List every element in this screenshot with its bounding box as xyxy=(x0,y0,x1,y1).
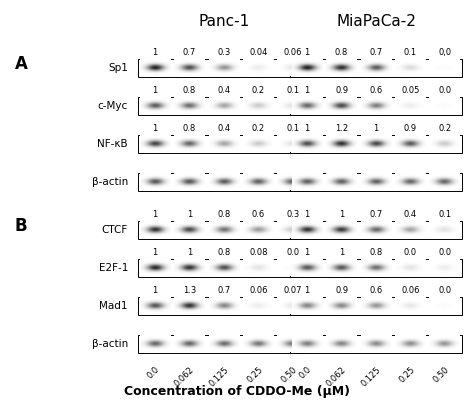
Text: 0.2: 0.2 xyxy=(252,124,265,133)
Text: 0.1: 0.1 xyxy=(286,124,300,133)
Text: 1: 1 xyxy=(153,86,158,95)
Text: 1: 1 xyxy=(153,210,158,219)
Text: 1: 1 xyxy=(187,210,192,219)
Text: 0.25: 0.25 xyxy=(246,365,265,384)
Text: 0.7: 0.7 xyxy=(369,210,383,219)
Text: 0.8: 0.8 xyxy=(369,248,383,257)
Text: 1: 1 xyxy=(305,248,310,257)
Text: 0.6: 0.6 xyxy=(252,210,265,219)
Text: 0.1: 0.1 xyxy=(404,48,417,57)
Text: 1: 1 xyxy=(339,210,344,219)
Text: β-actin: β-actin xyxy=(92,177,128,187)
Text: Sp1: Sp1 xyxy=(108,63,128,73)
Text: 0.7: 0.7 xyxy=(369,48,383,57)
Text: 0.7: 0.7 xyxy=(183,48,196,57)
Text: 0.25: 0.25 xyxy=(397,365,417,384)
Text: 1: 1 xyxy=(305,86,310,95)
Text: 0.9: 0.9 xyxy=(404,124,417,133)
Text: 1: 1 xyxy=(305,48,310,57)
Text: 0.125: 0.125 xyxy=(207,365,230,388)
Text: 0.0: 0.0 xyxy=(286,248,300,257)
Text: 0.8: 0.8 xyxy=(183,86,196,95)
Text: E2F-1: E2F-1 xyxy=(99,263,128,273)
Text: 1: 1 xyxy=(305,124,310,133)
Text: B: B xyxy=(15,217,27,235)
Text: c-Myc: c-Myc xyxy=(98,101,128,111)
Bar xyxy=(138,173,310,191)
Text: 1: 1 xyxy=(153,48,158,57)
Text: 0.1: 0.1 xyxy=(438,210,451,219)
Bar xyxy=(138,59,310,77)
Text: 0.0: 0.0 xyxy=(438,86,451,95)
Text: Mad1: Mad1 xyxy=(100,301,128,311)
Bar xyxy=(138,335,310,353)
Text: 0.2: 0.2 xyxy=(438,124,451,133)
Text: 0.06: 0.06 xyxy=(249,286,268,295)
Text: 0.6: 0.6 xyxy=(369,286,383,295)
Text: 0.125: 0.125 xyxy=(359,365,383,388)
Bar xyxy=(290,135,462,153)
Text: 0.0: 0.0 xyxy=(438,248,451,257)
Text: 0.4: 0.4 xyxy=(218,124,230,133)
Text: 1: 1 xyxy=(374,124,379,133)
Text: 0.06: 0.06 xyxy=(283,48,302,57)
Text: 1: 1 xyxy=(305,286,310,295)
Text: 0.05: 0.05 xyxy=(401,86,419,95)
Text: 0.1: 0.1 xyxy=(286,86,300,95)
Text: 0.8: 0.8 xyxy=(218,248,231,257)
Text: 0.062: 0.062 xyxy=(173,365,196,388)
Text: Concentration of CDDO-Me (μM): Concentration of CDDO-Me (μM) xyxy=(124,385,350,398)
Text: 0.8: 0.8 xyxy=(183,124,196,133)
Text: 0.04: 0.04 xyxy=(249,48,268,57)
Text: A: A xyxy=(15,55,28,73)
Text: 0.9: 0.9 xyxy=(335,86,348,95)
Bar xyxy=(138,297,310,315)
Text: Panc-1: Panc-1 xyxy=(199,14,250,29)
Text: 1: 1 xyxy=(153,124,158,133)
Bar xyxy=(290,335,462,353)
Text: 0.7: 0.7 xyxy=(218,286,231,295)
Text: 0.4: 0.4 xyxy=(404,210,417,219)
Text: 0.0: 0.0 xyxy=(404,248,417,257)
Text: 0.2: 0.2 xyxy=(252,86,265,95)
Text: 0.50: 0.50 xyxy=(280,365,299,384)
Text: 1.2: 1.2 xyxy=(335,124,348,133)
Text: 0.062: 0.062 xyxy=(325,365,348,388)
Bar xyxy=(290,221,462,239)
Text: 0.6: 0.6 xyxy=(369,86,383,95)
Text: MiaPaCa-2: MiaPaCa-2 xyxy=(336,14,416,29)
Bar xyxy=(138,221,310,239)
Text: 0.9: 0.9 xyxy=(335,286,348,295)
Text: 0.50: 0.50 xyxy=(432,365,451,384)
Text: 0.8: 0.8 xyxy=(218,210,231,219)
Bar xyxy=(290,173,462,191)
Text: 0.06: 0.06 xyxy=(401,286,419,295)
Bar xyxy=(138,97,310,115)
Text: NF-κB: NF-κB xyxy=(97,139,128,149)
Text: 0.4: 0.4 xyxy=(218,86,230,95)
Text: 1: 1 xyxy=(339,248,344,257)
Text: 0.3: 0.3 xyxy=(218,48,231,57)
Bar xyxy=(290,59,462,77)
Text: 1: 1 xyxy=(153,286,158,295)
Text: 0.0: 0.0 xyxy=(298,365,314,381)
Text: 1.3: 1.3 xyxy=(183,286,196,295)
Text: 0.08: 0.08 xyxy=(249,248,268,257)
Bar xyxy=(138,259,310,277)
Text: 0.0: 0.0 xyxy=(438,286,451,295)
Text: 1: 1 xyxy=(153,248,158,257)
Text: β-actin: β-actin xyxy=(92,339,128,349)
Text: CTCF: CTCF xyxy=(102,225,128,235)
Bar xyxy=(138,135,310,153)
Text: 1: 1 xyxy=(187,248,192,257)
Text: 0.0: 0.0 xyxy=(146,365,162,381)
Text: 0,0: 0,0 xyxy=(438,48,451,57)
Bar xyxy=(290,97,462,115)
Text: 0.8: 0.8 xyxy=(335,48,348,57)
Text: 1: 1 xyxy=(305,210,310,219)
Bar xyxy=(290,297,462,315)
Text: 0.3: 0.3 xyxy=(286,210,300,219)
Text: 0.07: 0.07 xyxy=(283,286,302,295)
Bar xyxy=(290,259,462,277)
